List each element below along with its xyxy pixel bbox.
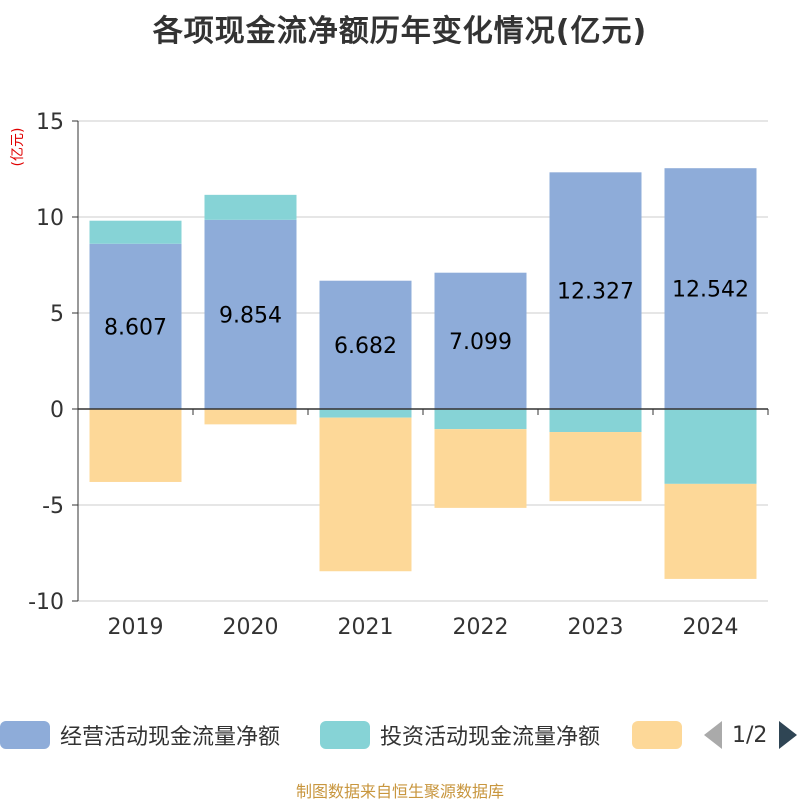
legend-swatch-operating	[0, 721, 50, 749]
bar-segment[interactable]	[204, 194, 297, 220]
legend-label-investing: 投资活动现金流量净额	[380, 725, 601, 750]
y-axis-unit-label: (亿元)	[10, 128, 26, 167]
legend-item-operating[interactable]: 经营活动现金流量净额	[0, 712, 280, 758]
x-category-label: 2019	[108, 615, 164, 640]
bar-segment[interactable]	[319, 280, 412, 409]
y-tick-label: 5	[50, 302, 64, 327]
bar-segment[interactable]	[549, 432, 642, 502]
data-source-note: 制图数据来自恒生聚源数据库	[295, 782, 504, 801]
bar-value-label: 12.542	[672, 278, 749, 303]
legend-page-indicator: 1/2	[732, 722, 768, 748]
bar-segment[interactable]	[549, 172, 642, 409]
bar-segment[interactable]	[204, 219, 297, 409]
bar-segment[interactable]	[434, 272, 527, 409]
bar-value-label: 6.682	[334, 334, 397, 359]
x-category-label: 2020	[223, 615, 279, 640]
bar-segment[interactable]	[319, 417, 412, 572]
y-tick-label: -10	[28, 590, 64, 615]
bar-value-label: 7.099	[449, 330, 512, 355]
axes: 15 10 5 0 -5 -10 2019 2020 2021 2022 2023 2024	[28, 110, 769, 640]
legend-next-page-icon[interactable]	[779, 721, 798, 749]
bar-segment[interactable]	[89, 409, 182, 482]
x-category-label: 2022	[453, 615, 509, 640]
bar-segment[interactable]	[434, 409, 527, 430]
legend-pager: 1/2	[700, 712, 798, 758]
grid-lines	[78, 120, 768, 602]
bar-segment[interactable]	[664, 409, 757, 484]
legend-prev-page-icon[interactable]	[704, 721, 722, 749]
x-category-label: 2023	[568, 615, 624, 640]
legend-label-operating: 经营活动现金流量净额	[60, 725, 281, 750]
legend-item-investing[interactable]: 投资活动现金流量净额	[320, 712, 600, 758]
y-tick-label: -5	[42, 494, 64, 519]
bar-segment[interactable]	[664, 483, 757, 579]
bar-segment[interactable]	[89, 243, 182, 409]
bar-segment[interactable]	[664, 168, 757, 409]
bar-segment[interactable]	[204, 409, 297, 425]
legend-swatch-financing	[632, 721, 682, 749]
legend-swatch-investing	[320, 721, 370, 749]
bar-value-label: 8.607	[104, 315, 167, 340]
legend-item-financing[interactable]	[632, 712, 692, 758]
chart-title: 各项现金流净额历年变化情况(亿元)	[152, 14, 648, 49]
x-category-label: 2024	[683, 615, 739, 640]
bars	[89, 168, 757, 579]
data-labels: 8.607 9.854 6.682 7.099 12.327 12.542	[104, 278, 749, 359]
y-tick-label: 0	[50, 398, 64, 423]
legend: 经营活动现金流量净额 投资活动现金流量净额 1/2	[0, 712, 800, 758]
stacked-bar-chart: 15 10 5 0 -5 -10 2019 2020 2021 2022 2023 2024 8.60…	[10, 110, 769, 640]
bar-segment[interactable]	[549, 409, 642, 433]
x-category-label: 2021	[338, 615, 394, 640]
bar-segment[interactable]	[434, 429, 527, 508]
y-tick-label: 10	[36, 206, 64, 231]
bar-value-label: 9.854	[219, 303, 282, 328]
bar-value-label: 12.327	[557, 280, 634, 305]
y-tick-label: 15	[36, 110, 64, 135]
bar-segment[interactable]	[319, 409, 412, 418]
bar-segment[interactable]	[89, 220, 182, 244]
